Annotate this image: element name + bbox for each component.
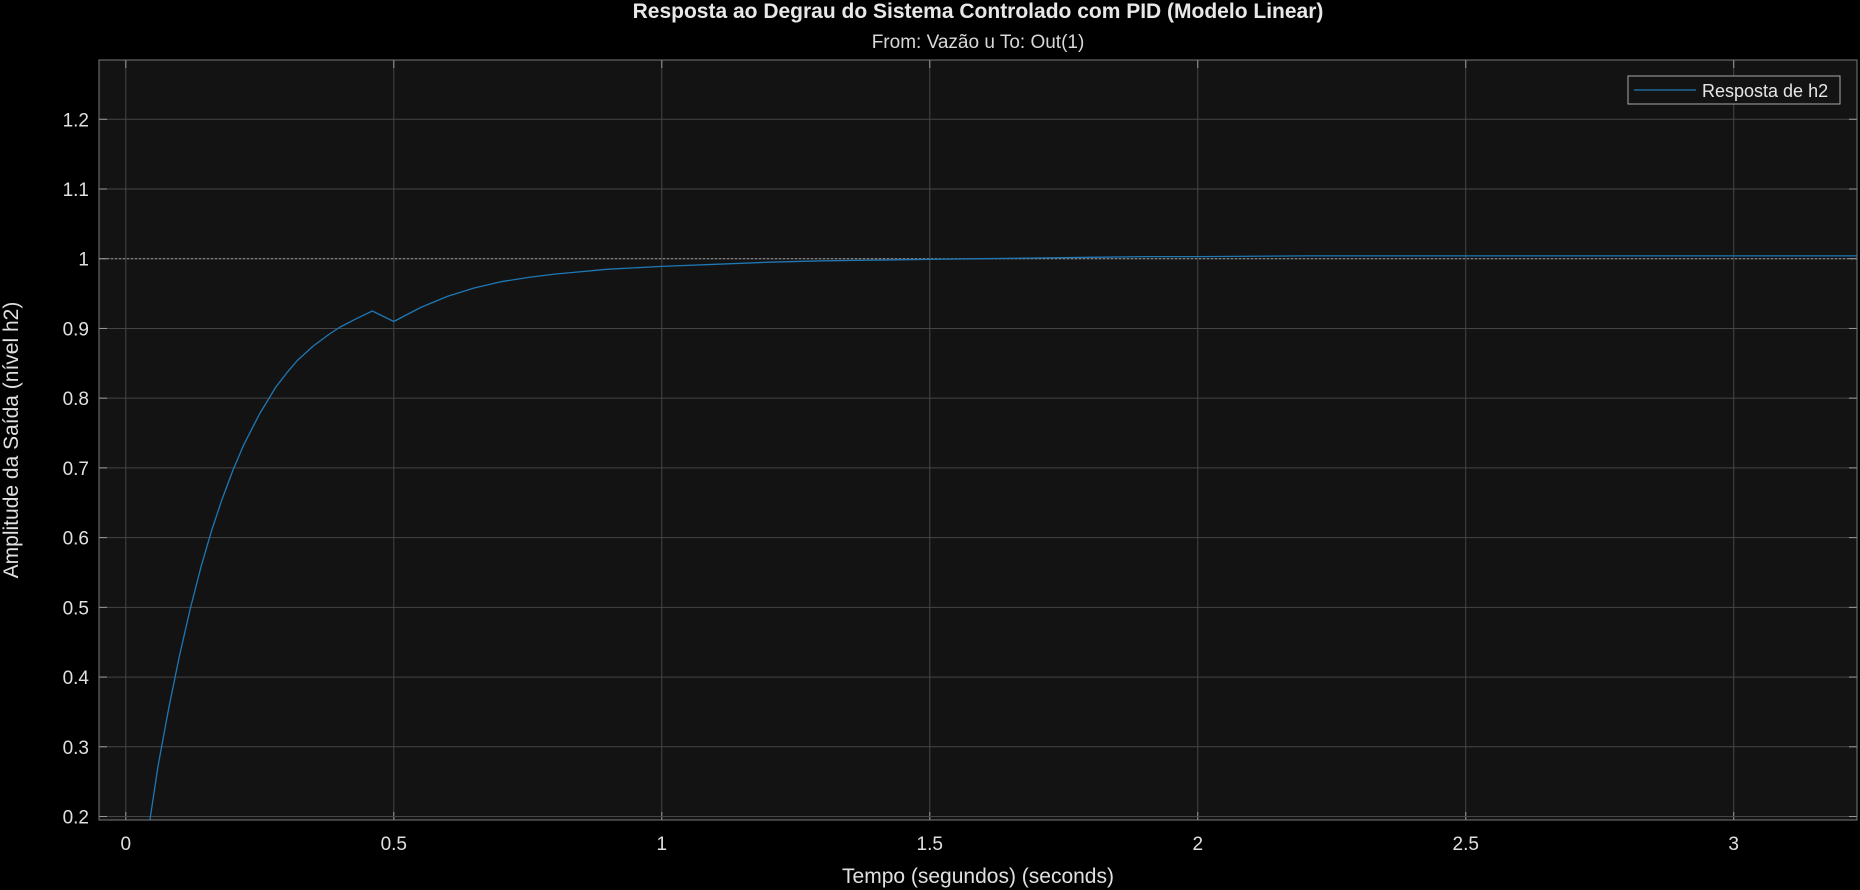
y-tick-label: 0.7 — [63, 459, 89, 480]
y-tick-label: 0.4 — [63, 668, 90, 689]
y-tick-label: 0.2 — [63, 808, 89, 829]
legend-label: Resposta de h2 — [1702, 81, 1828, 101]
y-tick-labels: 0.2 0.3 0.4 0.5 0.6 0.7 0.8 0.9 1 1.1 1.2 — [63, 110, 90, 828]
x-tick-label: 1 — [656, 834, 667, 855]
x-tick-label: 1.5 — [917, 834, 943, 855]
y-tick-label: 1.2 — [63, 110, 89, 131]
x-tick-label: 0 — [121, 834, 132, 855]
x-tick-label: 2.5 — [1453, 834, 1479, 855]
y-axis-label: Amplitude da Saída (nível h2) — [0, 302, 23, 579]
plot-border — [98, 59, 1858, 821]
y-tick-label: 0.5 — [63, 598, 89, 619]
x-tick-label: 2 — [1192, 834, 1203, 855]
chart-subtitle: From: Vazão u To: Out(1) — [872, 32, 1085, 53]
series-group — [98, 59, 1858, 821]
x-tick-label: 3 — [1728, 834, 1739, 855]
y-tick-label: 0.8 — [63, 389, 89, 410]
y-tick-label: 1 — [78, 250, 89, 271]
x-tick-labels: 0 0.5 1 1.5 2 2.5 3 — [121, 834, 1740, 855]
y-tick-label: 0.9 — [63, 319, 89, 340]
plot-area — [98, 59, 1858, 821]
y-tick-label: 0.3 — [63, 738, 89, 759]
x-tick-label: 0.5 — [381, 834, 407, 855]
x-axis-label: Tempo (segundos) (seconds) — [842, 865, 1114, 888]
series-line-resposta-h2[interactable] — [149, 255, 1857, 821]
y-tick-label: 0.6 — [63, 529, 89, 550]
y-tick-label: 1.1 — [63, 180, 89, 201]
chart-title: Resposta ao Degrau do Sistema Controlado… — [633, 0, 1324, 23]
legend[interactable]: Resposta de h2 — [1627, 75, 1841, 105]
